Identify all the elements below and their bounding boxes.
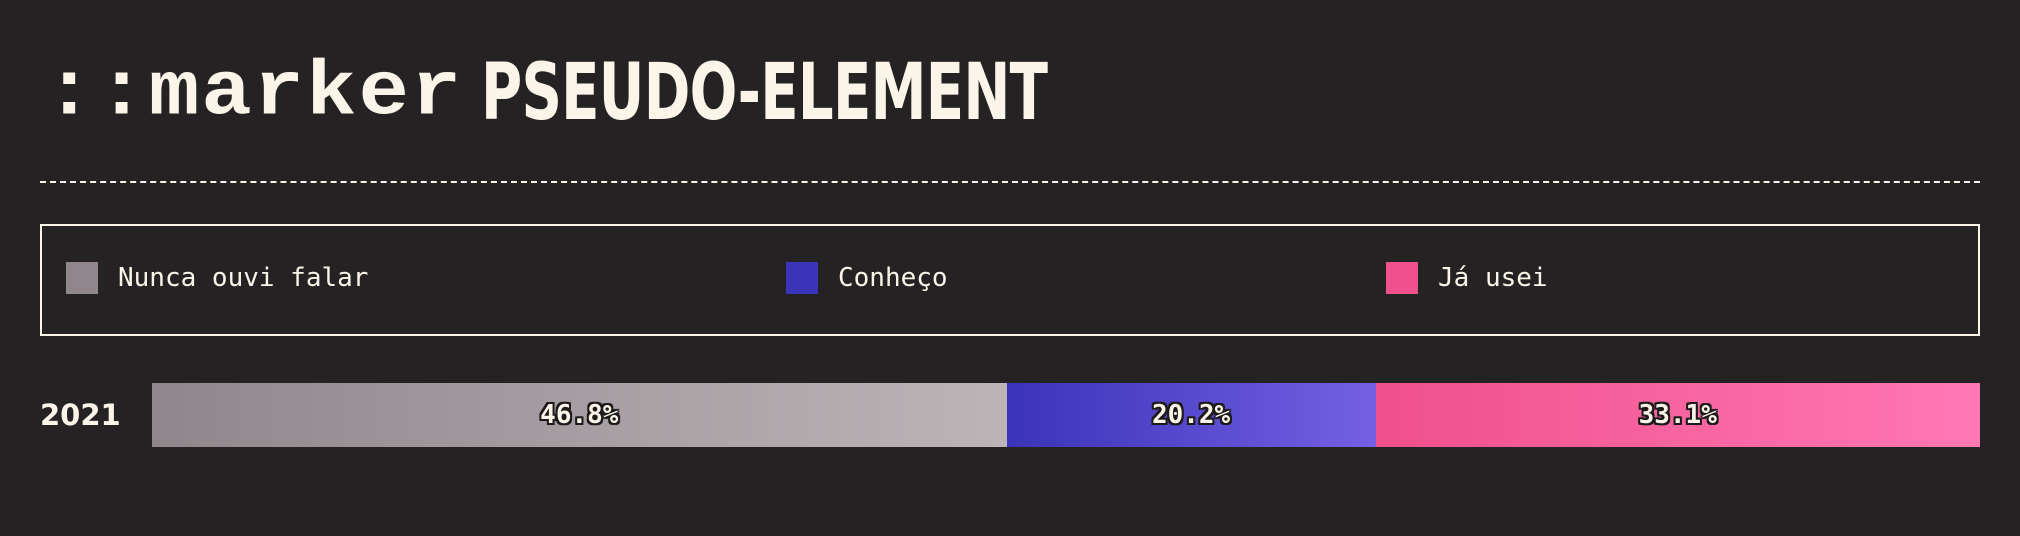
legend-swatch — [1386, 262, 1418, 294]
data-label: 20.2% — [1151, 400, 1231, 430]
legend-label: Conheço — [838, 263, 948, 293]
data-label: 33.1% — [1638, 400, 1717, 430]
legend-label: Nunca ouvi falar — [118, 263, 369, 293]
legend-swatch — [66, 262, 98, 294]
legend-swatch — [786, 262, 818, 294]
legend-item-ja-usei[interactable]: Já usei — [1386, 261, 1548, 295]
bar-track: 46.8% 20.2% 33.1% — [152, 383, 1980, 447]
title-text: PSEUDO-ELEMENT — [481, 48, 1048, 138]
chart-legend: Nunca ouvi falar Conheço Já usei — [40, 224, 1980, 336]
category-label: 2021 — [40, 398, 121, 432]
bar-segment[interactable]: 20.2% — [1006, 383, 1376, 447]
title-code: ::marker — [44, 49, 464, 137]
dashed-divider — [40, 181, 1980, 183]
bar-segment[interactable]: 33.1% — [1375, 383, 1980, 447]
stacked-bar-chart: 2021 46.8% 20.2% 33.1% — [40, 383, 1980, 447]
bar-segment[interactable]: 46.8% — [152, 383, 1007, 447]
data-label: 46.8% — [540, 400, 619, 430]
legend-label: Já usei — [1438, 263, 1548, 293]
legend-item-conheco[interactable]: Conheço — [786, 261, 948, 295]
page-title: ::marker PSEUDO-ELEMENT — [44, 48, 1268, 138]
legend-item-nunca-ouvi-falar[interactable]: Nunca ouvi falar — [66, 261, 368, 295]
